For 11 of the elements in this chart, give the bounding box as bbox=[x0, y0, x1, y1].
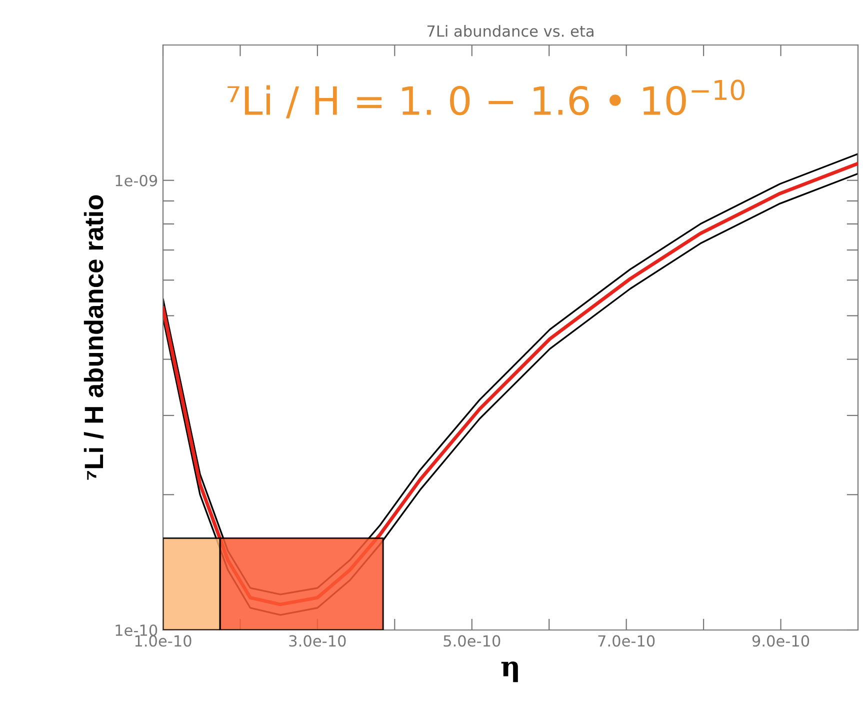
x-tick-label: 1.0e-10 bbox=[135, 635, 192, 647]
x-axis-title: η bbox=[501, 661, 518, 682]
annotation: ⁷Li / H = 1. 0 − 1.6 • 10$^{−10}$ bbox=[228, 80, 745, 118]
x-tick-label: 3.0e-10 bbox=[289, 635, 346, 647]
x-tick-label: 9.0e-10 bbox=[752, 635, 810, 647]
chart-title: 7Li abundance vs. eta bbox=[427, 25, 594, 37]
x-tick-label: 5.0e-10 bbox=[444, 635, 500, 647]
y-axis-title: ⁷Li / H abundance ratio bbox=[84, 195, 104, 480]
y-tick-label: 1e-10 bbox=[116, 624, 158, 636]
y-tick-label: 1e-09 bbox=[116, 174, 158, 186]
x-tick-label: 7.0e-10 bbox=[598, 635, 655, 647]
